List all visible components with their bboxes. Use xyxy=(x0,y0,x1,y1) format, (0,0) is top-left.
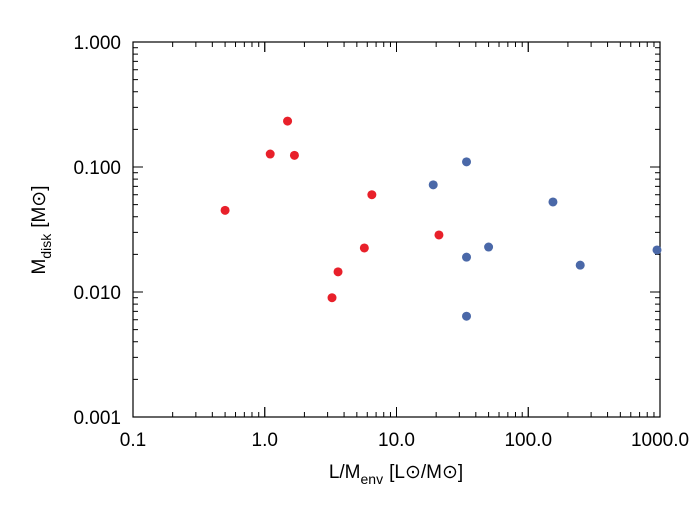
data-point-series-2 xyxy=(484,242,494,252)
x-axis-label-unit: [L⊙/M⊙] xyxy=(389,462,463,483)
data-point-series-2 xyxy=(428,180,438,190)
data-point-series-1 xyxy=(289,150,299,160)
axis-ticks xyxy=(132,41,661,418)
x-axis-label-sub: env xyxy=(361,471,384,487)
x-tick-label: 100.0 xyxy=(504,430,552,451)
data-point-series-1 xyxy=(327,293,337,303)
x-axis-label: L/Menv [L⊙/M⊙] xyxy=(329,462,463,487)
data-point-series-2 xyxy=(462,157,472,167)
data-point-series-2 xyxy=(462,252,472,262)
x-tick-label: 10.0 xyxy=(378,430,415,451)
data-point-series-1 xyxy=(367,190,377,200)
data-points xyxy=(220,116,662,321)
y-tick-label: 0.100 xyxy=(73,158,121,179)
y-tick-label: 0.001 xyxy=(73,408,121,429)
data-point-series-1 xyxy=(333,267,343,277)
x-tick-label: 0.1 xyxy=(120,430,146,451)
data-point-series-2 xyxy=(548,197,558,207)
y-tick-label: 1.000 xyxy=(73,33,121,54)
y-axis-label-sub: disk xyxy=(38,233,54,259)
y-tick-label: 0.010 xyxy=(73,283,121,304)
x-tick-label: 1.0 xyxy=(252,430,278,451)
data-point-series-1 xyxy=(265,149,275,159)
data-point-series-1 xyxy=(434,230,444,240)
data-point-series-1 xyxy=(359,243,369,253)
x-tick-label: 1000.0 xyxy=(631,430,689,451)
data-point-series-1 xyxy=(220,205,230,215)
y-tick-labels: 0.001 0.010 0.100 1.000 xyxy=(73,33,121,429)
y-axis-label: Mdisk [M⊙] xyxy=(29,185,54,274)
plot-frame xyxy=(132,41,661,418)
y-axis-label-main: M xyxy=(29,259,50,275)
x-tick-labels: 0.1 1.0 10.0 100.0 1000.0 xyxy=(120,430,689,451)
y-axis-label-unit: [M⊙] xyxy=(29,185,50,227)
x-axis-label-main: L/M xyxy=(329,462,361,483)
data-point-series-1 xyxy=(283,116,293,126)
data-point-series-2 xyxy=(652,245,662,255)
data-point-series-2 xyxy=(462,311,472,321)
data-point-series-2 xyxy=(575,260,585,270)
